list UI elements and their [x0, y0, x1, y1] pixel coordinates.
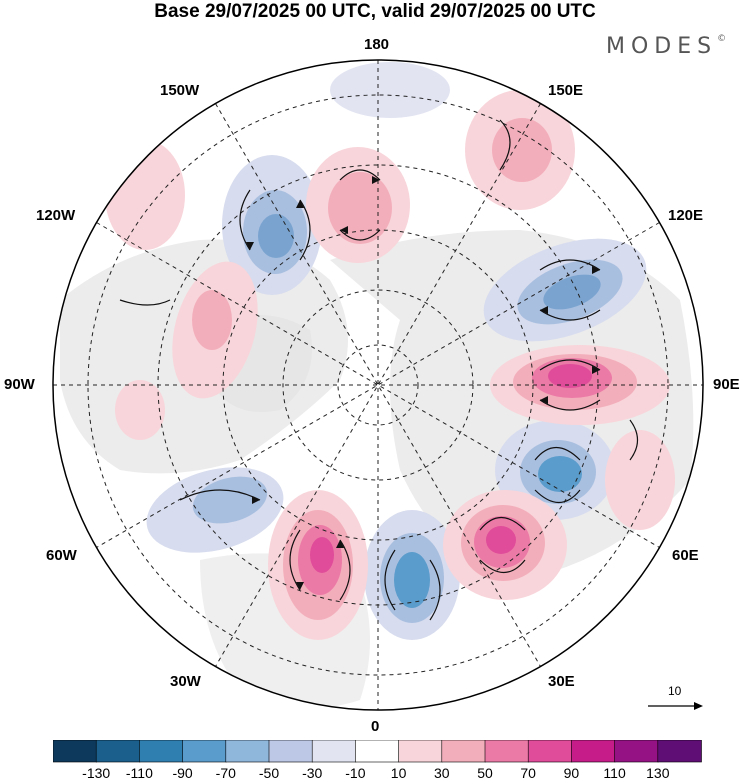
colorbar-bin [182, 740, 227, 763]
colorbar-tick-label: 130 [646, 765, 670, 781]
anomaly-red-90e-core [548, 364, 592, 388]
map-title: Base 29/07/2025 00 UTC, valid 29/07/2025… [154, 1, 596, 22]
colorbar-bin [355, 740, 400, 763]
lon-label-60w: 60W [46, 547, 77, 564]
anomaly-blue-120e-core [543, 274, 601, 310]
colorbar-tick-label: -30 [302, 765, 323, 781]
colorbar-bin [571, 740, 616, 763]
lon-label-150w: 150W [160, 82, 200, 99]
lon-label-90w: 90W [4, 376, 35, 393]
colorbar-bin [441, 740, 486, 763]
colorbar-bin [398, 740, 443, 763]
anomaly-blue-150w-core [258, 214, 294, 258]
brand-text: MODES [606, 34, 718, 59]
lon-label-0: 0 [371, 718, 380, 735]
lon-label-90e: 90E [713, 376, 740, 393]
lon-label-30w: 30W [170, 673, 201, 690]
colorbar-tick-label: 90 [563, 765, 580, 781]
lon-label-150e: 150E [548, 82, 584, 99]
colorbar-bin [95, 740, 141, 763]
colorbar-tick-label: -10 [345, 765, 366, 781]
colorbar-tick-label: 50 [477, 765, 493, 781]
anomaly-blue-10e-core [394, 552, 430, 608]
colorbar-tick-label: 30 [434, 765, 450, 781]
colorbar-tick-label: 70 [520, 765, 536, 781]
anomaly-red-110w-core [192, 290, 232, 350]
anomaly-red-150e-core [492, 118, 552, 182]
colorbar-bin [614, 740, 659, 763]
anomaly-red-45e-core [486, 526, 516, 554]
colorbar-tick-label: 10 [390, 765, 407, 781]
colorbar-bin [225, 740, 270, 763]
map-boundary [52, 59, 704, 711]
anomaly-red-35w-core [310, 537, 334, 573]
lon-label-60e: 60E [672, 547, 699, 564]
anomaly-red-70e-weak [605, 430, 675, 530]
colorbar-bin [53, 740, 98, 763]
colorbar-tick-label: -90 [172, 765, 193, 781]
lon-label-30e: 30E [548, 673, 575, 690]
colorbar-bin [139, 740, 184, 763]
anomaly-blue-180-weak [330, 62, 450, 118]
wind-vectors [119, 119, 639, 621]
colorbar-tick-label: 110 [603, 765, 626, 781]
anomaly-blue-70e-core [538, 456, 582, 492]
colorbar-tick-label: -110 [125, 765, 153, 781]
reference-vector-head [694, 702, 703, 710]
colorbar-tick-label: -70 [215, 765, 236, 781]
map-field [53, 60, 703, 710]
colorbar-tick-label: -50 [258, 765, 280, 781]
reference-vector-label: 10 [668, 684, 682, 698]
modes-logo: MODES© [606, 34, 726, 59]
colorbar-bin [268, 740, 314, 763]
colorbar-tick-label: -130 [82, 765, 111, 781]
lon-label-120e: 120E [668, 207, 704, 224]
colorbar [53, 740, 702, 763]
anomaly-red-170w-core [328, 172, 392, 244]
wind-arrowheads [246, 176, 600, 590]
anomaly-red-130w-weak [105, 140, 185, 250]
colorbar-bin [311, 740, 357, 763]
lon-label-120w: 120W [36, 207, 76, 224]
colorbar-bin [484, 740, 530, 763]
anomaly-red-80w-weak [115, 380, 165, 440]
colorbar-bin [527, 740, 573, 763]
brand-mark: © [717, 34, 727, 44]
colorbar-bin [657, 740, 702, 763]
lon-label-180: 180 [364, 36, 390, 53]
anomaly-blue-60w-mid [192, 476, 268, 524]
